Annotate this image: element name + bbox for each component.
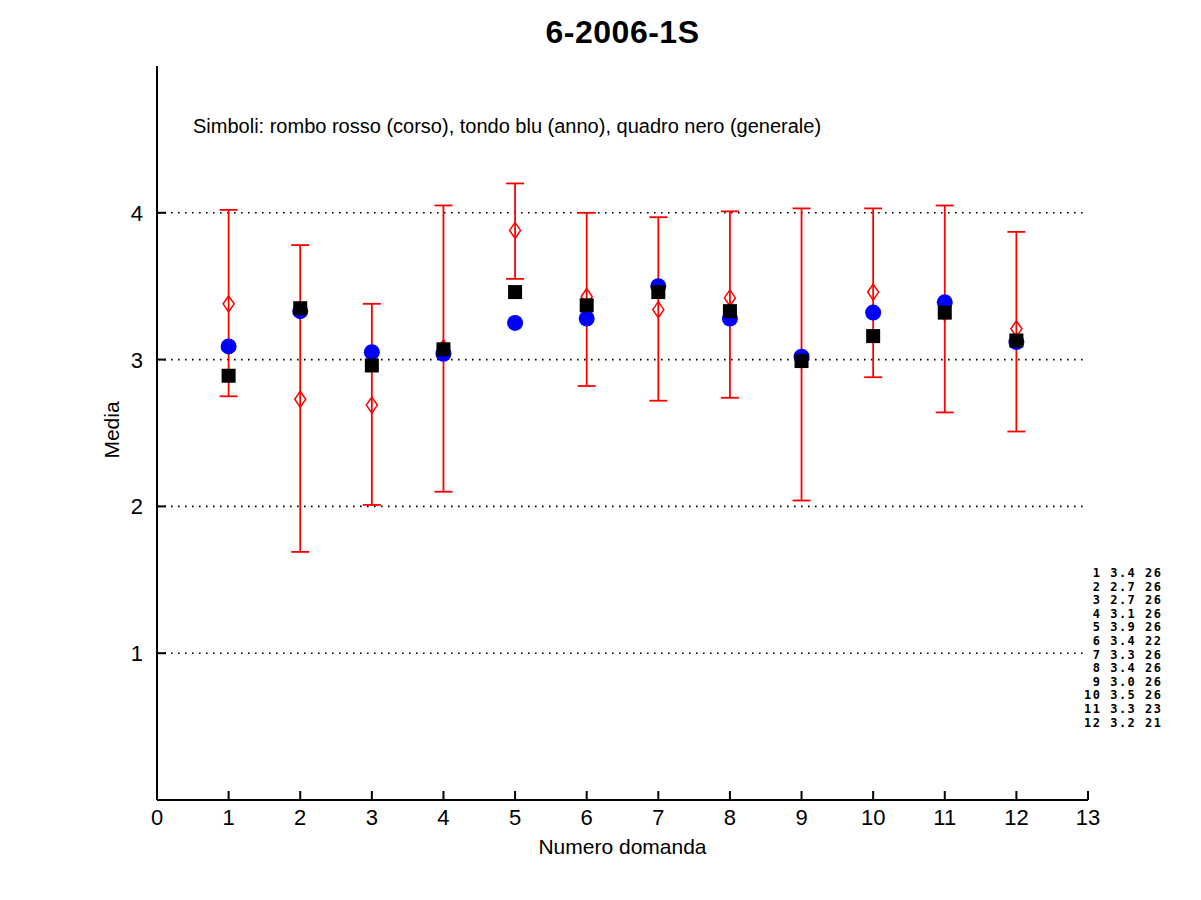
generale-square-marker <box>1009 334 1023 348</box>
x-tick-label: 9 <box>795 805 807 830</box>
x-tick-label: 10 <box>861 805 885 830</box>
x-tick-label: 2 <box>294 805 306 830</box>
x-tick-label: 12 <box>1004 805 1028 830</box>
x-tick-label: 3 <box>366 805 378 830</box>
x-tick-label: 5 <box>509 805 521 830</box>
x-tick-label: 11 <box>933 805 956 830</box>
x-tick-label: 1 <box>222 805 234 830</box>
generale-square-marker <box>222 369 236 383</box>
generale-square-marker <box>795 354 809 368</box>
x-tick-label: 0 <box>151 805 163 830</box>
x-tick-label: 13 <box>1076 805 1100 830</box>
anno-circle-marker <box>221 338 237 354</box>
symbols-legend-note: Simboli: rombo rosso (corso), tondo blu … <box>193 115 821 138</box>
x-tick-label: 8 <box>724 805 736 830</box>
generale-square-marker <box>866 329 880 343</box>
generale-square-marker <box>651 285 665 299</box>
anno-circle-marker <box>364 344 380 360</box>
x-tick-label: 7 <box>652 805 664 830</box>
generale-square-marker <box>365 358 379 372</box>
y-tick-label: 1 <box>131 641 143 666</box>
x-tick-label: 4 <box>437 805 449 830</box>
x-axis-label: Numero domanda <box>157 835 1088 859</box>
y-tick-label: 2 <box>131 494 143 519</box>
generale-square-marker <box>938 306 952 320</box>
stats-table: 1 3.4 26 2 2.7 26 3 2.7 26 4 3.1 26 5 3.… <box>1084 567 1163 730</box>
y-axis-label: Media <box>100 401 124 458</box>
plot-title: 6-2006-1S <box>157 14 1088 51</box>
anno-circle-marker <box>507 315 523 331</box>
anno-circle-marker <box>579 310 595 326</box>
x-tick-label: 6 <box>581 805 593 830</box>
y-tick-label: 4 <box>131 201 143 226</box>
generale-square-marker <box>723 304 737 318</box>
anno-circle-marker <box>865 305 881 321</box>
y-tick-label: 3 <box>131 348 143 373</box>
generale-square-marker <box>508 285 522 299</box>
figure-canvas: 1234012345678910111213 6-2006-1S Simboli… <box>0 0 1201 900</box>
generale-square-marker <box>580 298 594 312</box>
generale-square-marker <box>436 342 450 356</box>
generale-square-marker <box>293 301 307 315</box>
